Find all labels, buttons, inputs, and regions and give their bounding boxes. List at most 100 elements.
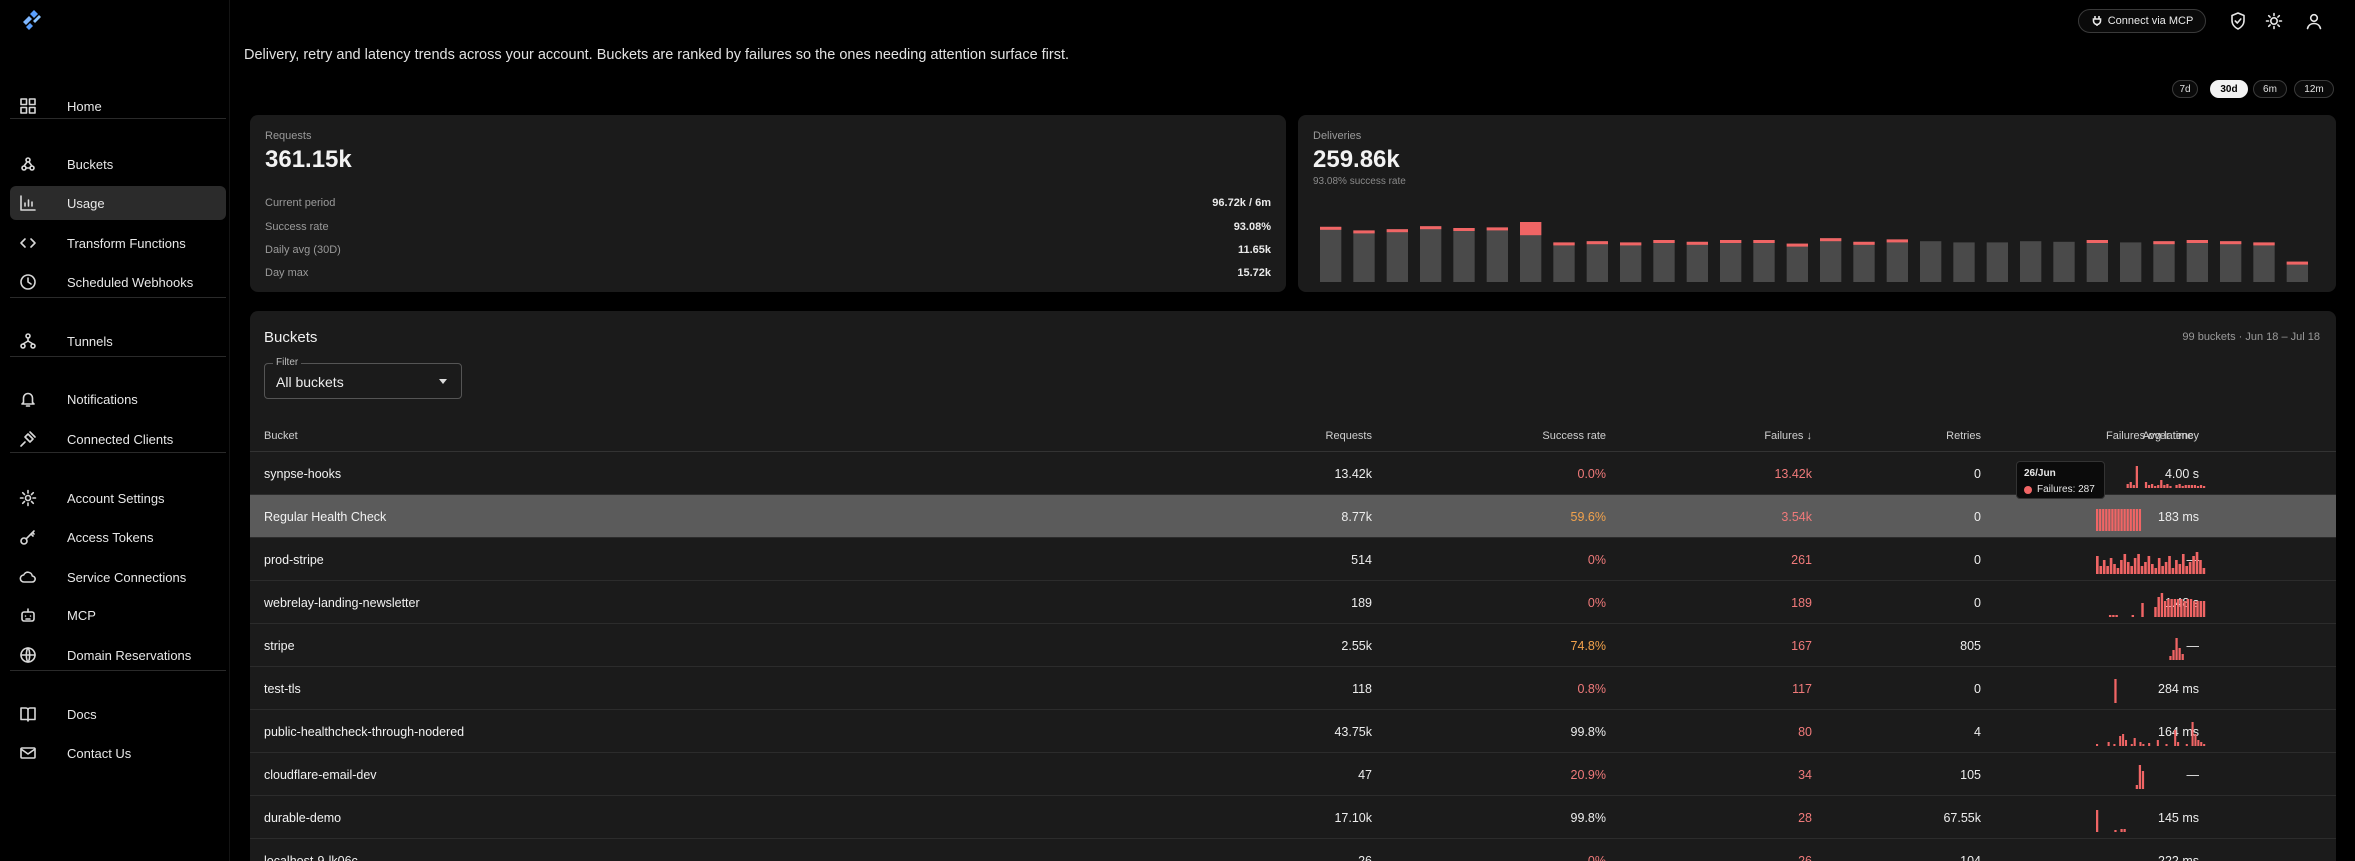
sidebar-item-connected-clients[interactable]: Connected Clients (10, 422, 226, 456)
bucket-success-rate: 0% (1587, 553, 1606, 567)
bucket-name[interactable]: Regular Health Check (264, 510, 387, 524)
bucket-retries: 67.55k (1943, 811, 1981, 825)
delivery-bar (1653, 240, 1675, 282)
sidebar-item-docs[interactable]: Docs (10, 697, 226, 731)
sidebar-item-buckets[interactable]: Buckets (10, 147, 226, 181)
sparkline-bar (2120, 560, 2123, 574)
sparkline-bar (2141, 771, 2145, 789)
range-12m[interactable]: 12m (2294, 80, 2334, 98)
delivery-failure-bar (1853, 241, 1875, 245)
sparkline-bar (2133, 738, 2136, 746)
filter-label: Filter (273, 357, 302, 368)
failures-sparkline (2169, 638, 2184, 660)
bucket-filter-select[interactable]: Filter All buckets (264, 357, 462, 399)
sparkline-bar (2163, 601, 2167, 617)
table-row[interactable]: synpse-hooks 13.42k 0.0% 13.42k 0 4.00 s (250, 452, 2336, 495)
connect-mcp-label: Connect via MCP (2107, 15, 2194, 27)
range-6m[interactable]: 6m (2253, 80, 2287, 98)
sidebar-item-mcp[interactable]: MCP (10, 598, 226, 632)
sidebar-item-account-settings[interactable]: Account Settings (10, 481, 226, 515)
bucket-name[interactable]: durable-demo (264, 811, 342, 825)
sparkline-bar (2185, 566, 2189, 574)
delivery-failure-bar (1320, 226, 1342, 230)
sidebar-item-transform-functions[interactable]: Transform Functions (10, 226, 226, 260)
bucket-name[interactable]: localhost-9-lk06c (264, 854, 358, 861)
sidebar-item-scheduled-webhooks[interactable]: Scheduled Webhooks (10, 265, 226, 299)
sidebar-item-tunnels[interactable]: Tunnels (10, 324, 226, 358)
delivery-bar (1753, 240, 1775, 282)
sparkline-bar (2197, 740, 2200, 746)
sparkline-bar (2178, 484, 2181, 488)
col-retries[interactable]: Retries (1946, 430, 1981, 442)
sparkline-bar (2108, 509, 2111, 531)
table-row[interactable]: localhost-9-lk06c 26 0% 26 104 222 ms (250, 839, 2336, 861)
table-row[interactable]: durable-demo 17.10k 99.8% 28 67.55k 145 ms (250, 796, 2336, 839)
bucket-name[interactable]: webrelay-landing-newsletter (264, 596, 420, 610)
table-row[interactable]: test-tls 118 0.8% 117 0 284 ms (250, 667, 2336, 710)
sidebar-divider (10, 118, 226, 119)
bucket-name[interactable]: test-tls (264, 682, 301, 696)
delivery-bar (1586, 241, 1608, 282)
sparkline-bar (2126, 484, 2129, 488)
shield-check-icon[interactable] (2228, 11, 2248, 31)
sparkline-bar (2108, 615, 2112, 617)
failures-sparkline (2108, 593, 2206, 617)
bucket-name[interactable]: public-healthcheck-through-nodered (264, 725, 465, 739)
sidebar-item-home[interactable]: Home (10, 89, 226, 123)
bucket-name[interactable]: stripe (264, 639, 295, 653)
delivery-bar (1486, 227, 1508, 282)
sidebar-item-notifications[interactable]: Notifications (10, 382, 226, 416)
col-failures[interactable]: Failures ↓ (1764, 430, 1812, 442)
range-30d[interactable]: 30d (2210, 80, 2248, 98)
sparkline-bar (2144, 482, 2148, 488)
table-row[interactable]: cloudflare-email-dev 47 20.9% 34 105 — (250, 753, 2336, 796)
sparkline-bar (2099, 566, 2103, 574)
delivery-bar (1386, 229, 1408, 282)
table-row[interactable]: public-healthcheck-through-nodered 43.75k… (250, 710, 2336, 753)
user-icon[interactable] (2304, 11, 2324, 31)
col-bucket[interactable]: Bucket (264, 430, 298, 442)
col-avg-latency[interactable]: Avg latency (2142, 430, 2199, 442)
stat-key: Day max (265, 267, 309, 279)
delivery-bar (1353, 230, 1375, 282)
bucket-name[interactable]: prod-stripe (264, 553, 324, 567)
sidebar-item-usage[interactable]: Usage (10, 186, 226, 220)
bucket-success-rate: 99.8% (1570, 811, 1606, 825)
table-row[interactable]: Regular Health Check 8.77k 59.6% 3.54k 0 183 … (250, 495, 2336, 538)
sparkline-bar (2154, 486, 2157, 488)
connect-mcp-button[interactable]: Connect via MCP (2078, 9, 2206, 33)
table-row[interactable]: webrelay-landing-newsletter1890%18901.48… (250, 581, 2336, 624)
table-row[interactable]: stripe 2.55k 74.8% 167 805 — (250, 624, 2336, 667)
sparkline-bar (2123, 829, 2126, 832)
sidebar-item-contact-us[interactable]: Contact Us (10, 736, 226, 770)
delivery-bar (2086, 240, 2108, 282)
sidebar-item-label: Tunnels (67, 333, 113, 349)
sidebar-item-service-connections[interactable]: Service Connections (10, 560, 226, 594)
sparkline-bar (2193, 485, 2197, 488)
sidebar-item-access-tokens[interactable]: Access Tokens (10, 520, 226, 554)
stat-key: Current period (265, 197, 336, 209)
sparkline-bar (2163, 485, 2166, 488)
col-success-rate[interactable]: Success rate (1542, 430, 1606, 442)
delivery-failure-bar (2220, 241, 2242, 245)
deliveries-card: Deliveries 259.86k 93.08% success rate (1298, 115, 2336, 292)
logo-icon[interactable] (20, 9, 42, 31)
sidebar-item-domain-reservations[interactable]: Domain Reservations (10, 638, 226, 672)
sparkline-bar (2183, 601, 2186, 617)
sparkline-bar (2172, 650, 2175, 660)
sparkline-bar (2144, 562, 2147, 574)
bucket-name[interactable]: synpse-hooks (264, 467, 342, 481)
sparkline-bar (2202, 486, 2206, 488)
sidebar-item-label: Usage (67, 195, 105, 211)
sparkline-bar (2129, 509, 2132, 531)
sparkline-bar (2141, 603, 2144, 617)
sparkline-bar (2130, 566, 2134, 574)
bucket-name[interactable]: cloudflare-email-dev (264, 768, 377, 782)
sparkline-bar (2139, 742, 2142, 746)
sidebar-item-label: Connected Clients (67, 431, 174, 447)
sparkline-bar (2175, 638, 2178, 660)
col-requests[interactable]: Requests (1325, 430, 1372, 442)
sun-icon[interactable] (2264, 11, 2284, 31)
range-7d[interactable]: 7d (2172, 80, 2198, 98)
